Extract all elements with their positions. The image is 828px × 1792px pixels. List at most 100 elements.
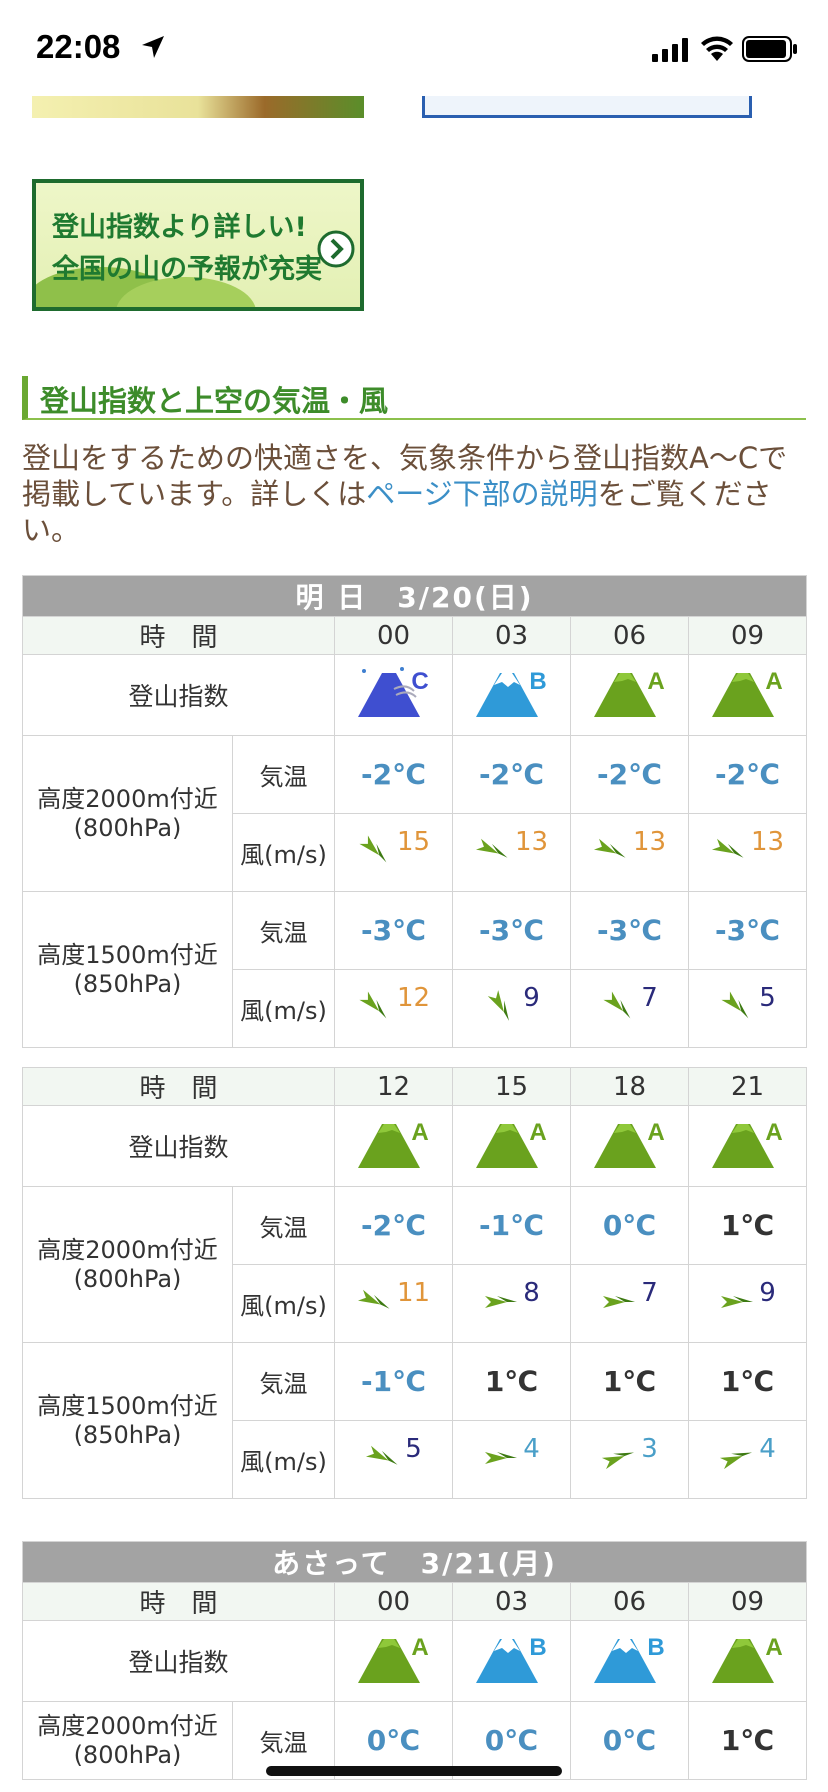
time-row: 時 間 00 03 06 09	[22, 616, 808, 655]
wind-cell: 7	[570, 969, 689, 1048]
wind-cell: 13	[452, 813, 571, 892]
home-indicator[interactable]	[266, 1766, 562, 1776]
altitude-text: 高度1500m付近	[37, 940, 218, 969]
wind-speed: 4	[759, 1433, 776, 1464]
wind-speed: 9	[759, 1277, 776, 1308]
index-row: 登山指数 A A A A	[21, 1105, 808, 1187]
altitude-label-1500: 高度1500m付近 (850hPa)	[22, 891, 233, 1048]
temp-cell: -3℃	[452, 891, 571, 970]
temp-label: 気温	[232, 891, 335, 970]
wind-direction-icon	[483, 1440, 519, 1480]
temp-cell: 1℃	[688, 1342, 808, 1421]
date-header: あさって 3/21(月)	[21, 1541, 808, 1583]
temp-cell: -1℃	[334, 1342, 454, 1421]
wind-speed: 5	[405, 1433, 422, 1464]
time-label: 時 間	[22, 616, 335, 655]
wind-cell: 8	[452, 1264, 572, 1343]
status-time: 22:08	[36, 28, 121, 65]
svg-text:B: B	[647, 1634, 664, 1661]
temp-row-1500: 高度1500m付近 (850hPa) 気温 -1℃ 1℃ 1℃ 1℃	[22, 1342, 808, 1499]
mountain-index-icon: A	[708, 1631, 788, 1691]
temp-cell: -2℃	[452, 735, 571, 814]
time-row: 時 間 12 15 18 21	[21, 1067, 808, 1106]
index-cell: C	[334, 654, 453, 736]
date-header: 明 日 3/20(日)	[21, 575, 808, 617]
partial-banner-left[interactable]	[32, 96, 364, 118]
index-label: 登山指数	[22, 1620, 335, 1702]
wind-direction-icon	[719, 1440, 755, 1480]
date-row: 明 日 3/20(日)	[21, 575, 808, 617]
temp-cell: 1℃	[570, 1342, 690, 1421]
wind-row-1500: 風(m/s) 5 4 3 4	[23, 1420, 808, 1499]
cellular-signal-icon	[652, 38, 688, 62]
altitude-label-2000: 高度2000m付近 (800hPa)	[22, 1701, 233, 1780]
altitude-text: 高度1500m付近	[37, 1391, 218, 1420]
temp-cell: -2℃	[687, 735, 808, 814]
banner-line-2: 全国の山の予報が充実	[52, 254, 322, 285]
wind-speed: 13	[514, 826, 549, 857]
forecast-table-tomorrow-am: 明 日 3/20(日) 時 間 00 03 06 09 登山指数 C B A A…	[21, 575, 808, 1048]
wind-direction-icon	[365, 1440, 401, 1480]
time-cell: 09	[687, 1582, 808, 1621]
wind-direction-icon	[475, 833, 511, 873]
time-label: 時 間	[21, 1067, 336, 1106]
wind-speed: 5	[759, 982, 776, 1013]
mountain-index-icon: A	[590, 665, 670, 725]
chevron-right-circle-icon	[317, 230, 355, 268]
wind-speed: 13	[632, 826, 667, 857]
temp-label: 気温	[232, 735, 335, 814]
svg-text:C: C	[411, 668, 428, 695]
explanation-link[interactable]: ページ下部の説明	[366, 477, 598, 511]
section-heading: 登山指数と上空の気温・風	[22, 376, 806, 420]
wind-direction-icon	[719, 989, 755, 1029]
wind-cell: 9	[452, 969, 571, 1048]
time-label: 時 間	[22, 1582, 335, 1621]
status-bar: 22:08	[0, 0, 828, 96]
mountain-index-icon: A	[708, 665, 788, 725]
svg-text:A: A	[411, 1119, 428, 1146]
mountain-index-icon: A	[354, 1116, 434, 1176]
wind-label: 風(m/s)	[232, 813, 335, 892]
forecast-table-tomorrow-pm: 時 間 12 15 18 21 登山指数 A A A A 高度2000m付近 (8…	[21, 1067, 808, 1499]
wind-speed: 11	[396, 1277, 431, 1308]
index-cell: A	[452, 1105, 572, 1187]
temp-cell: 0℃	[570, 1186, 690, 1265]
time-cell: 15	[452, 1067, 572, 1106]
temp-row-1500: 高度1500m付近 (850hPa) 気温 -3℃ -3℃ -3℃ -3℃	[22, 891, 808, 1048]
svg-text:B: B	[529, 668, 546, 695]
index-cell: A	[570, 654, 689, 736]
index-row: 登山指数 A B B A	[22, 1620, 808, 1702]
wind-speed: 9	[523, 982, 540, 1013]
time-cell: 03	[452, 616, 571, 655]
wind-row-2000: 風(m/s) 11 8 7 9	[23, 1264, 808, 1343]
wind-direction-icon	[601, 1284, 637, 1324]
wind-cell: 4	[688, 1420, 808, 1499]
temp-cell: -2℃	[334, 735, 453, 814]
time-row: 時 間 00 03 06 09	[22, 1582, 808, 1621]
temp-cell: 0℃	[570, 1701, 689, 1780]
mountain-index-icon: A	[590, 1116, 670, 1176]
svg-text:A: A	[529, 1119, 546, 1146]
location-arrow-icon	[142, 36, 164, 58]
index-cell: A	[334, 1620, 453, 1702]
banner-line-1: 登山指数より詳しい!	[52, 212, 307, 243]
wind-cell: 12	[334, 969, 453, 1048]
partial-banner-right[interactable]	[422, 96, 752, 118]
altitude-text: 高度2000m付近	[37, 784, 218, 813]
temp-cell: -3℃	[334, 891, 453, 970]
mountain-forecast-banner[interactable]: 登山指数より詳しい! 全国の山の予報が充実	[32, 179, 364, 311]
index-cell: A	[688, 1105, 808, 1187]
altitude-label-2000: 高度2000m付近 (800hPa)	[22, 735, 233, 892]
mountain-index-icon: A	[472, 1116, 552, 1176]
svg-text:B: B	[529, 1634, 546, 1661]
time-cell: 06	[570, 1582, 689, 1621]
index-cell: B	[570, 1620, 689, 1702]
wind-speed: 7	[641, 1277, 658, 1308]
index-row: 登山指数 C B A A	[22, 654, 808, 736]
time-cell: 00	[334, 1582, 453, 1621]
temp-label: 気温	[231, 1186, 336, 1265]
altitude-text: 高度2000m付近	[37, 1235, 218, 1264]
svg-text:A: A	[647, 668, 664, 695]
mountain-index-icon: A	[354, 1631, 434, 1691]
index-cell: A	[570, 1105, 690, 1187]
